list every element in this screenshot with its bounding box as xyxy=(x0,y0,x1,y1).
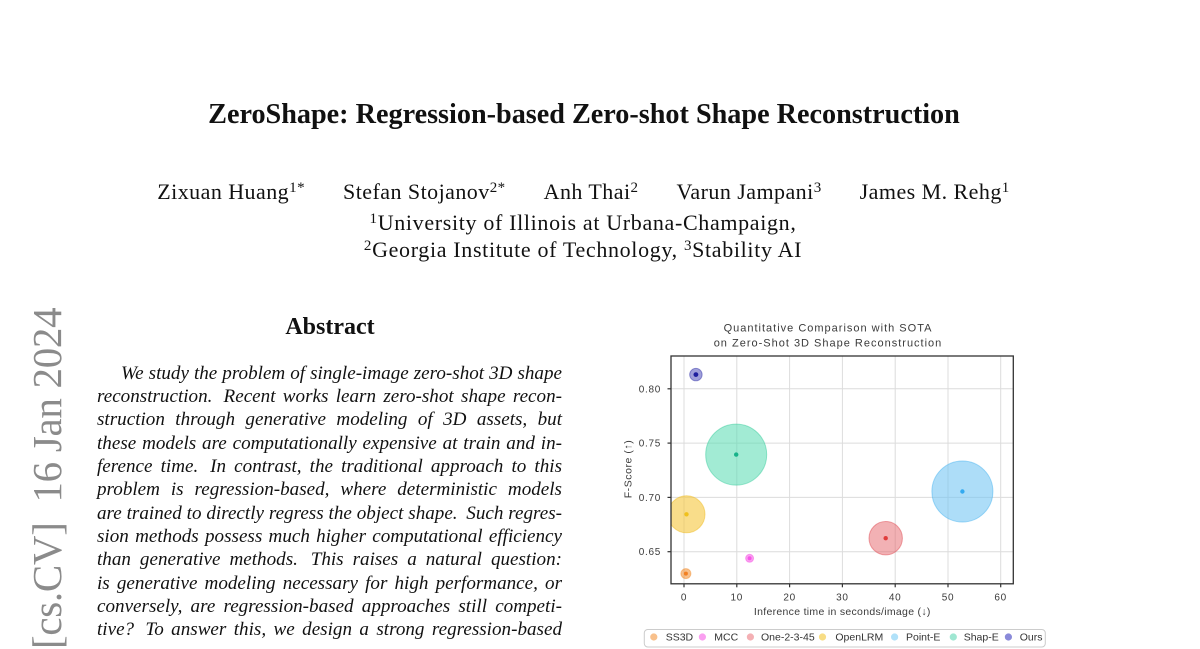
svg-text:MCC: MCC xyxy=(714,632,738,644)
svg-text:20: 20 xyxy=(783,593,796,604)
svg-text:OpenLRM: OpenLRM xyxy=(835,632,883,644)
svg-text:0.75: 0.75 xyxy=(639,439,661,450)
svg-text:30: 30 xyxy=(836,593,849,604)
svg-text:50: 50 xyxy=(942,593,955,604)
svg-text:Inference time in seconds/imag: Inference time in seconds/image (↓) xyxy=(754,606,931,618)
svg-text:on Zero-Shot 3D Shape Reconstr: on Zero-Shot 3D Shape Reconstruction xyxy=(714,338,943,350)
svg-text:0.70: 0.70 xyxy=(639,493,661,504)
svg-text:Quantitative Comparison with S: Quantitative Comparison with SOTA xyxy=(724,323,933,335)
svg-text:10: 10 xyxy=(731,593,744,604)
svg-text:Ours: Ours xyxy=(1020,632,1043,644)
svg-text:0.65: 0.65 xyxy=(639,547,661,558)
svg-text:One-2-3-45: One-2-3-45 xyxy=(761,632,815,644)
svg-text:40: 40 xyxy=(889,593,902,604)
svg-text:SS3D: SS3D xyxy=(666,632,694,644)
svg-text:Point-E: Point-E xyxy=(906,632,940,644)
svg-text:0.80: 0.80 xyxy=(639,384,661,395)
svg-text:60: 60 xyxy=(994,593,1007,604)
svg-text:F-Score (↑): F-Score (↑) xyxy=(623,440,635,499)
svg-text:Shap-E: Shap-E xyxy=(964,632,999,644)
svg-text:0: 0 xyxy=(681,593,687,604)
